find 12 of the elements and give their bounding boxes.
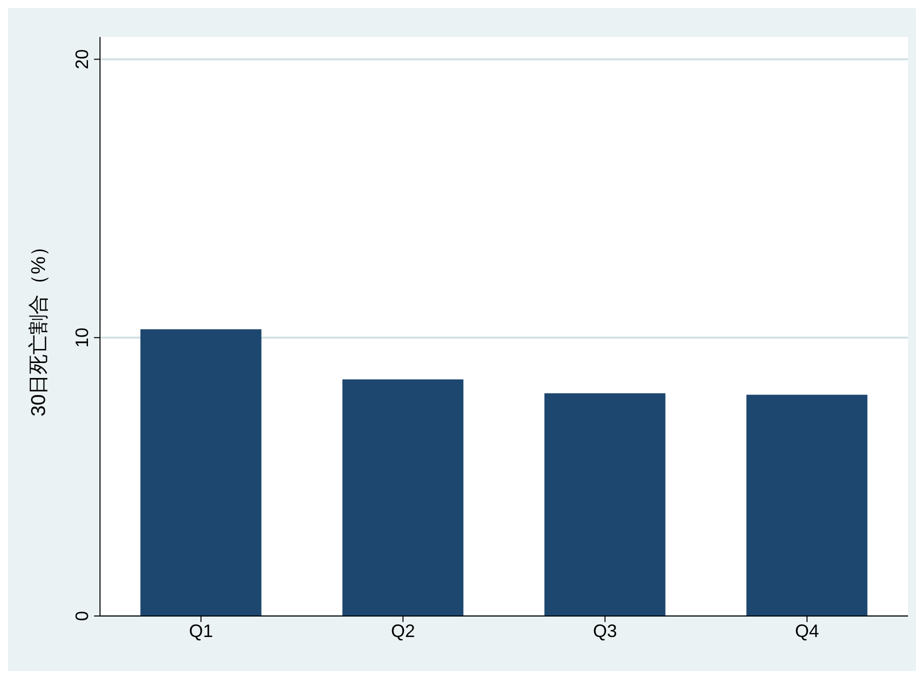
x-tick-label: Q2	[390, 620, 416, 641]
bar	[746, 394, 868, 616]
y-tick-label: 20	[72, 49, 92, 70]
bar	[140, 329, 262, 616]
bar	[544, 393, 666, 616]
y-tick-label: 10	[72, 328, 92, 348]
y-axis-title: 30日死亡割合（%）	[28, 236, 50, 417]
x-tick-label: Q3	[592, 620, 618, 641]
x-tick-label: Q4	[794, 620, 820, 641]
bar	[342, 379, 464, 616]
y-tick-label: 0	[72, 610, 92, 622]
x-tick-label: Q1	[188, 620, 214, 641]
